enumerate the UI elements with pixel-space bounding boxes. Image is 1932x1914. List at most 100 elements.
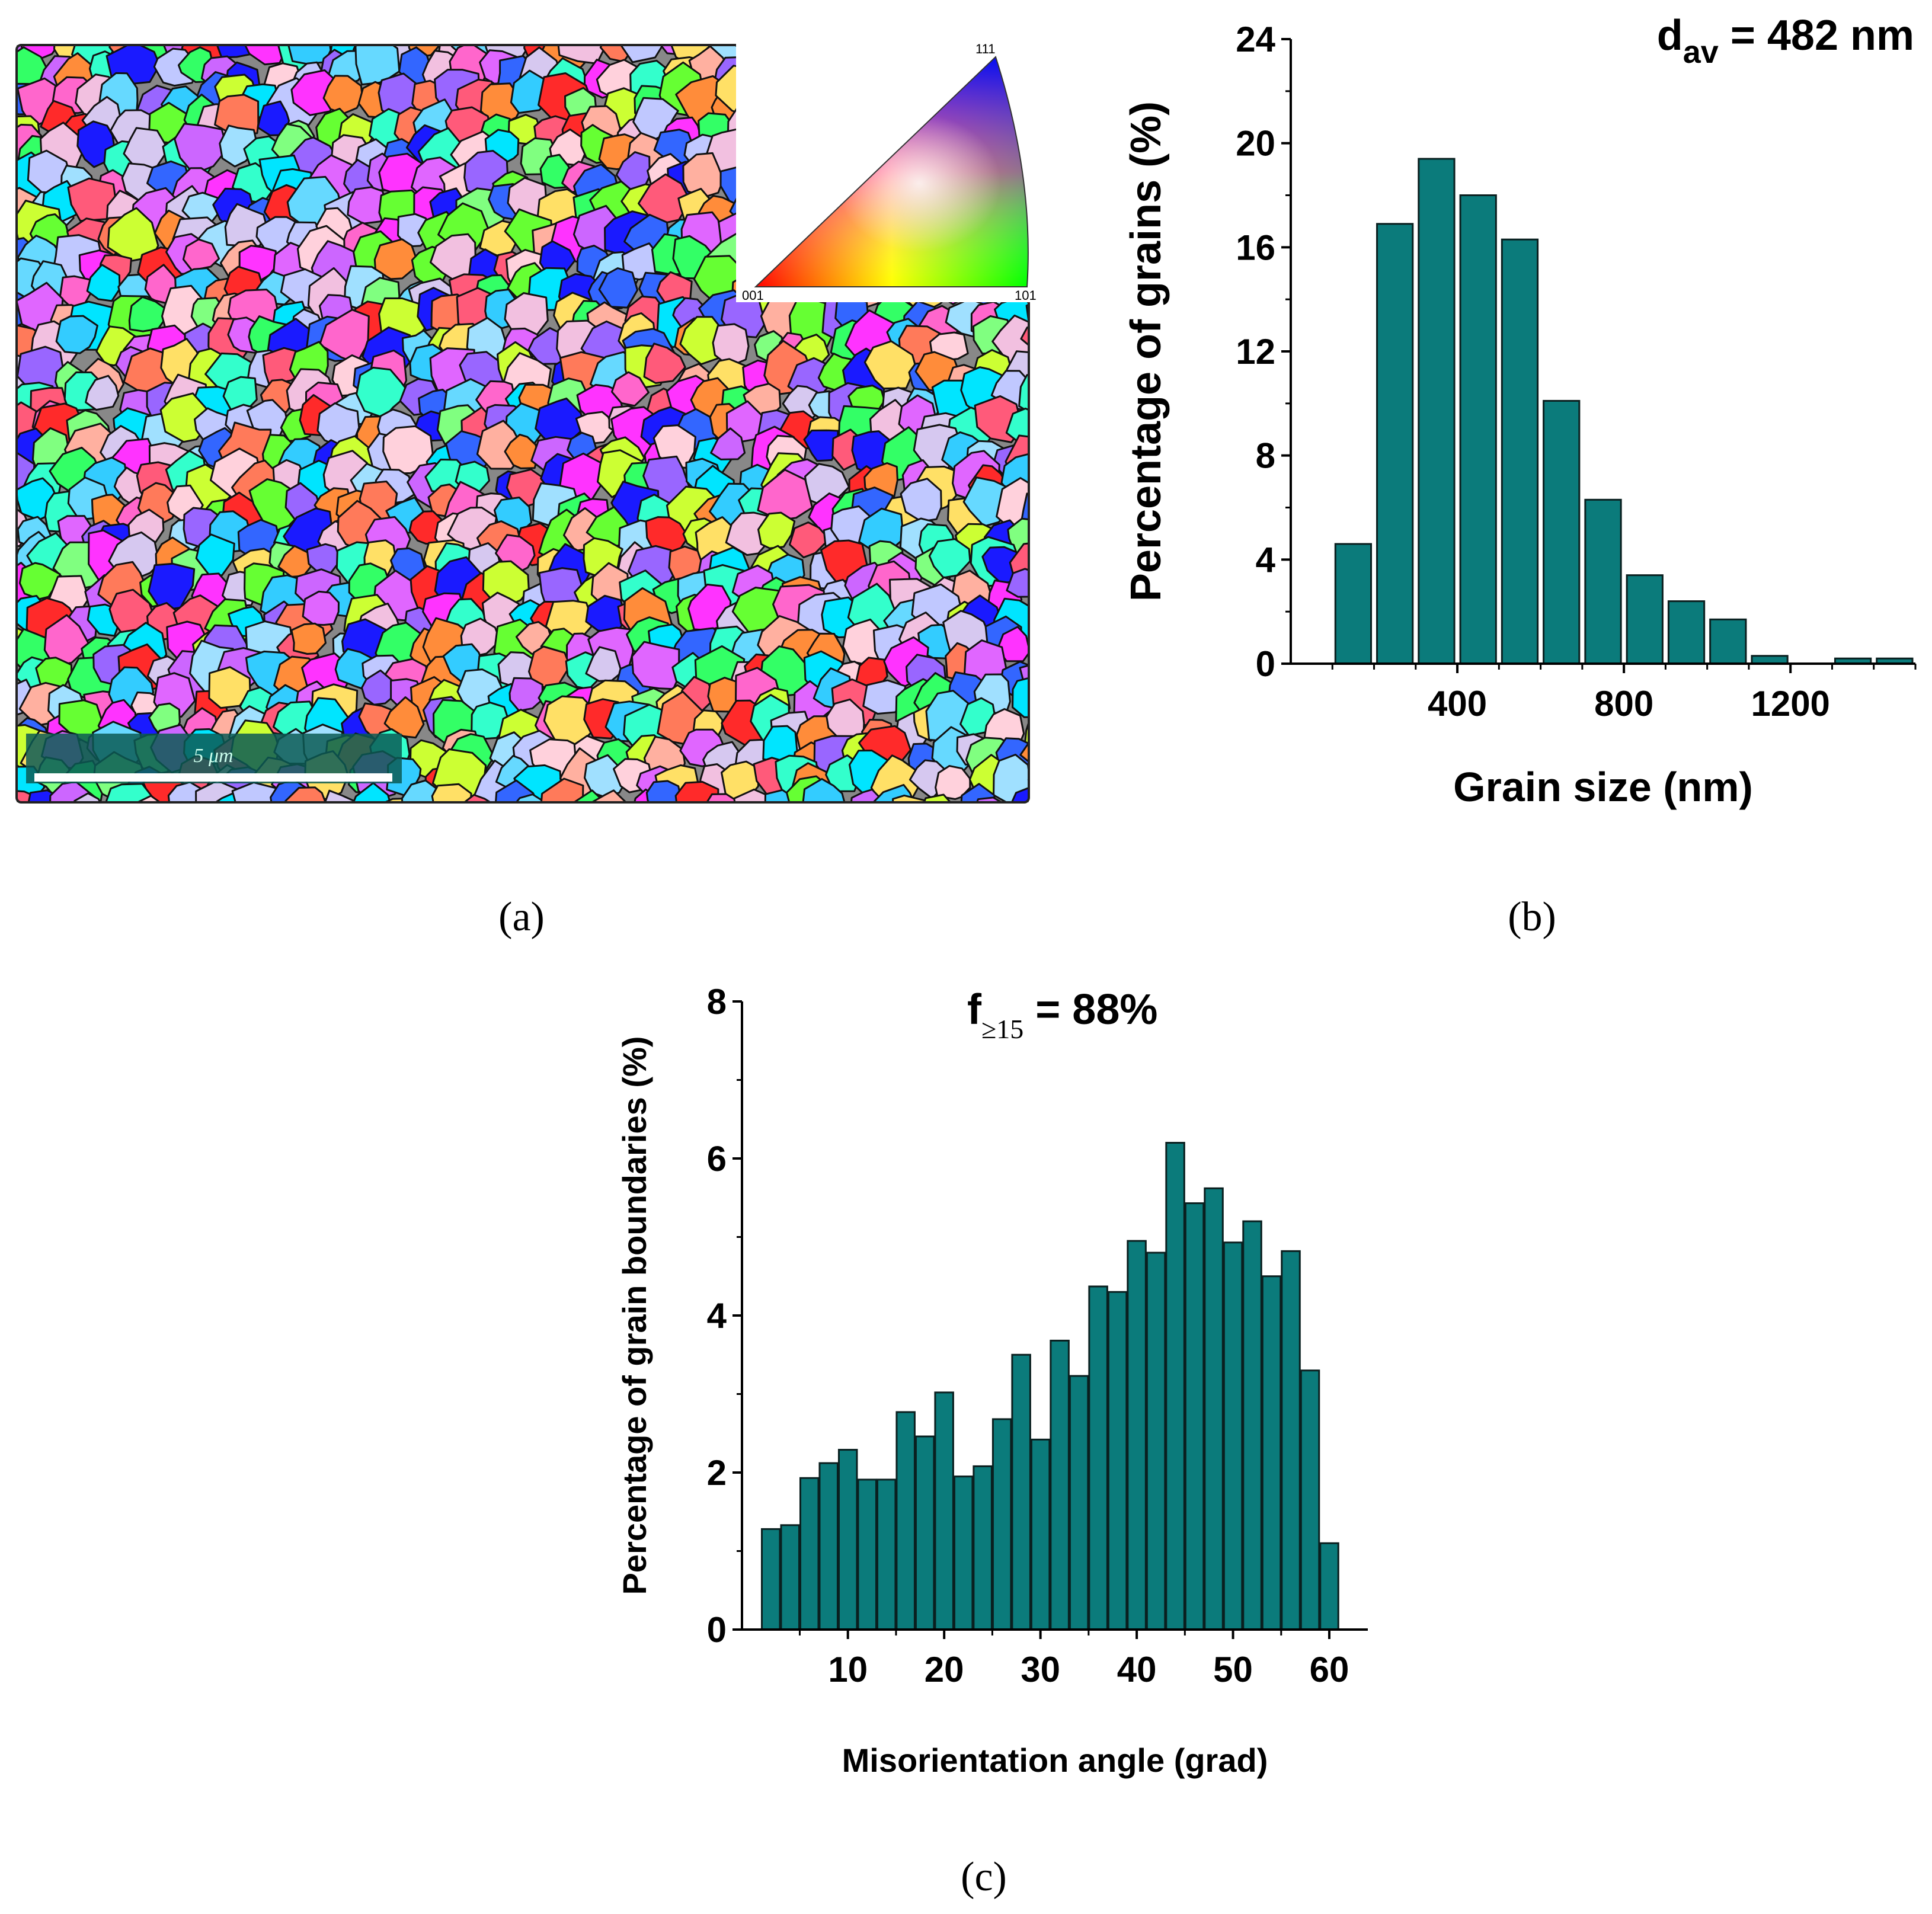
grain [18, 562, 61, 600]
c-y-tick-label: 4 [707, 1296, 727, 1336]
c-bar [1088, 1285, 1108, 1631]
grain [347, 186, 388, 225]
grain [383, 696, 425, 739]
c-bar [914, 1435, 935, 1631]
grain [1023, 717, 1029, 750]
grain [710, 427, 746, 460]
grain [231, 782, 282, 802]
grain [1053, 328, 1098, 367]
b-ann-sub: av [1683, 34, 1719, 70]
b-bar [1709, 618, 1747, 665]
grain [991, 314, 1029, 364]
c-bar [1146, 1252, 1166, 1631]
grain [862, 679, 907, 715]
c-bar [818, 1462, 839, 1631]
b-y-tick-label: 0 [1256, 644, 1275, 684]
c-x-tick-label: 50 [1213, 1650, 1253, 1689]
b-y-tick-label: 24 [1236, 20, 1275, 59]
b-bar [1334, 543, 1373, 665]
c-bar [1011, 1353, 1031, 1631]
grain [1039, 47, 1083, 92]
grain [1026, 780, 1029, 802]
b-y-tick-label: 8 [1256, 436, 1275, 476]
b-average-grain-size: dav = 482 nm [1657, 12, 1914, 70]
grain [1018, 370, 1029, 414]
grain [85, 375, 120, 411]
c-bar [895, 1411, 916, 1631]
grain [1041, 457, 1086, 507]
c-y-axis-label: Percentage of grain boundaries (%) [616, 1036, 653, 1595]
grain [182, 238, 220, 271]
b-x-axis-label: Grain size (nm) [1453, 764, 1753, 810]
grain [1038, 104, 1091, 158]
c-bar [1319, 1542, 1339, 1631]
b-y-tick-label: 16 [1236, 228, 1275, 267]
grain [302, 590, 340, 626]
c-x-axis-label: Misorientation angle (grad) [842, 1742, 1268, 1779]
grain [361, 669, 394, 706]
grain [643, 343, 686, 384]
b-bar [1501, 238, 1539, 665]
grain [1036, 340, 1077, 386]
ipf-color-key: 111 001 101 [736, 36, 1044, 303]
grain [319, 789, 357, 802]
c-ann-sub: ≥15 [981, 1014, 1023, 1044]
ipf-triangle-outline [754, 56, 1029, 287]
grain [1027, 757, 1029, 793]
b-bar [1667, 600, 1706, 665]
c-bar [1030, 1438, 1051, 1631]
grain [705, 793, 737, 802]
grain [504, 433, 539, 469]
misorientation-histogram: 0 2 4 6 8 10 20 30 40 50 60 Misorientation angle (… [616, 982, 1368, 1900]
c-bar [953, 1475, 974, 1631]
grain [1020, 319, 1029, 354]
c-ticks: 0 2 4 6 8 10 20 30 40 50 60 [707, 982, 1349, 1689]
c-ann-main: f [967, 986, 982, 1033]
c-bar [1127, 1240, 1147, 1631]
grain [611, 371, 650, 407]
c-bar [934, 1391, 954, 1631]
c-bar [799, 1477, 820, 1631]
grain [67, 177, 118, 222]
grain [1006, 568, 1029, 598]
grain [1035, 571, 1079, 617]
ipf-triangle-white [756, 57, 1028, 287]
grain [284, 786, 329, 802]
grain [128, 296, 167, 332]
grain [1038, 439, 1079, 482]
grain [1045, 645, 1097, 691]
ebsd-map-panel: Z1 111 001 101 5 μm (a) [15, 36, 1098, 940]
c-y-tick-label: 0 [707, 1610, 727, 1650]
b-bar [1543, 399, 1581, 665]
grain [290, 622, 327, 655]
ebsd-map-frame [15, 44, 1030, 804]
grain [1028, 600, 1029, 645]
c-bar [1204, 1187, 1224, 1631]
grain [1042, 500, 1082, 541]
c-bar [1300, 1369, 1320, 1631]
c-bar [1223, 1241, 1243, 1631]
b-bar [1584, 498, 1622, 665]
panel-a-label: (a) [498, 894, 545, 940]
scale-bar: 5 μm [26, 734, 402, 783]
panel-c-label: (c) [961, 1854, 1007, 1900]
ipf-label-001: 001 [742, 288, 764, 303]
grain [849, 788, 884, 802]
grain [1040, 516, 1080, 555]
c-bar [1281, 1250, 1301, 1631]
b-x-tick-label: 1200 [1751, 684, 1829, 724]
scale-bar-line [34, 773, 392, 782]
b-ann-main: d [1657, 12, 1683, 59]
c-bars [760, 1142, 1339, 1631]
b-x-tick-label: 800 [1594, 684, 1653, 724]
c-bar [1069, 1375, 1089, 1631]
grain [373, 238, 420, 280]
grain [102, 783, 156, 802]
c-x-tick-label: 60 [1310, 1650, 1349, 1689]
c-bar [1165, 1142, 1185, 1631]
c-high-angle-fraction: f≥15 = 88% [967, 986, 1157, 1044]
grain [322, 75, 364, 114]
grain [1030, 687, 1073, 732]
